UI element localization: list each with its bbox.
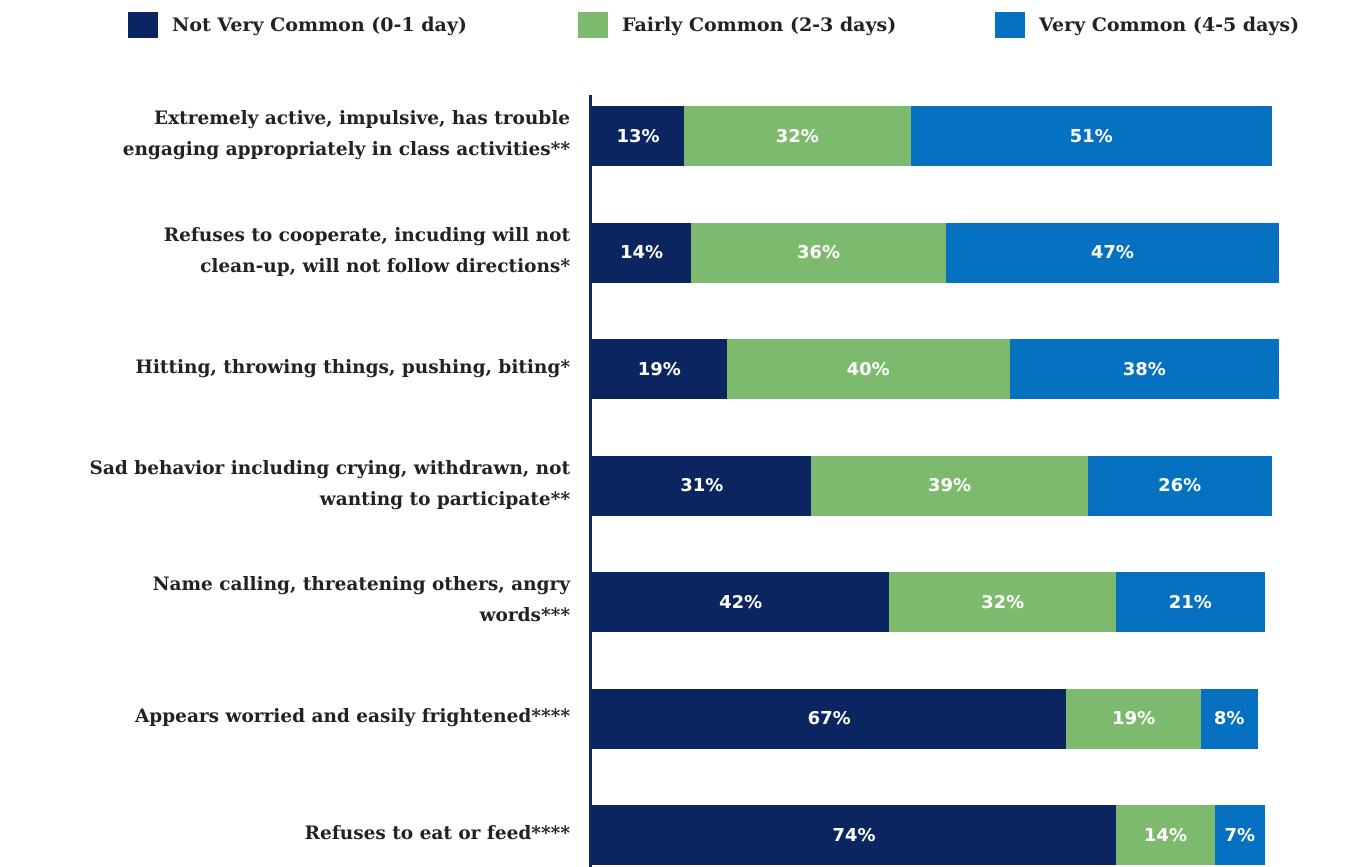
bar-segment: 51% [910, 106, 1272, 166]
bar-segment: 21% [1115, 572, 1265, 632]
bar-segment: 19% [1066, 688, 1201, 749]
bar-segment: 36% [691, 222, 946, 283]
legend-item: Very Common (4-5 days) [995, 12, 1299, 38]
bar-segment: 26% [1087, 455, 1272, 516]
value-label: 7% [1224, 824, 1256, 846]
value-label: 36% [797, 242, 841, 263]
category-line: Sad behavior including crying, withdrawn… [89, 457, 570, 479]
bar-segment: 42% [592, 572, 890, 632]
bar-segment: 39% [811, 455, 1088, 516]
category-line: Appears worried and easily frightened***… [134, 706, 570, 727]
legend-swatch [128, 12, 158, 38]
value-label: 19% [1112, 708, 1156, 729]
category-line: Refuses to cooperate, incuding will not [163, 224, 570, 246]
category-label: Appears worried and easily frightened***… [0, 701, 570, 732]
value-label: 39% [927, 475, 972, 496]
category-line: clean-up, will not follow directions* [200, 255, 570, 277]
legend-label: Fairly Common (2-3 days) [622, 14, 897, 36]
legend-item: Fairly Common (2-3 days) [578, 12, 896, 38]
category-line: words*** [479, 605, 570, 626]
category-line: engaging appropriately in class activiti… [122, 139, 570, 160]
bar-segment: 14% [1115, 805, 1216, 865]
value-label: 31% [680, 475, 724, 496]
category-label: Hitting, throwing things, pushing, bitin… [0, 352, 570, 383]
bar-segment: 19% [592, 339, 727, 399]
value-label: 74% [832, 824, 876, 846]
category-label: Refuses to eat or feed**** [0, 818, 570, 849]
bar-segment: 13% [592, 106, 685, 166]
category-label: Extremely active, impulsive, has trouble… [0, 103, 570, 165]
legend-swatch [995, 12, 1025, 38]
legend-swatch [578, 12, 608, 38]
bar-segment: 38% [1009, 339, 1279, 399]
value-label: 47% [1090, 242, 1134, 263]
value-label: 32% [775, 125, 819, 147]
value-label: 38% [1122, 358, 1166, 380]
bar-segment: 8% [1200, 688, 1258, 749]
value-label: 14% [620, 242, 664, 263]
legend-label: Not Very Common (0-1 day) [172, 14, 467, 36]
value-label: 40% [846, 358, 890, 380]
value-label: 67% [807, 708, 851, 729]
bar-segment: 7% [1215, 805, 1265, 865]
bar-segment: 67% [592, 688, 1067, 749]
value-label: 21% [1168, 591, 1212, 613]
bar-segment: 31% [592, 455, 812, 516]
bar-segment: 47% [946, 222, 1279, 283]
bar-segment: 32% [889, 572, 1116, 632]
value-label: 13% [616, 125, 660, 147]
value-label: 32% [981, 591, 1025, 613]
bar-segment: 74% [592, 805, 1116, 865]
category-line: wanting to participate** [319, 488, 570, 510]
category-line: Refuses to eat or feed**** [304, 822, 570, 844]
bar-segment: 14% [592, 222, 692, 283]
category-line: Hitting, throwing things, pushing, bitin… [135, 356, 570, 378]
value-label: 8% [1213, 708, 1245, 729]
category-line: Extremely active, impulsive, has trouble [154, 108, 570, 129]
value-label: 42% [719, 591, 763, 613]
legend-label: Very Common (4-5 days) [1039, 14, 1300, 36]
value-label: 14% [1143, 824, 1187, 846]
bar-segment: 40% [726, 339, 1010, 399]
value-label: 19% [637, 358, 681, 380]
value-label: 26% [1158, 475, 1202, 496]
category-label: Refuses to cooperate, incuding will not c… [0, 220, 570, 282]
axis-line [589, 95, 592, 867]
category-label: Sad behavior including crying, withdrawn… [0, 453, 570, 515]
category-line: Name calling, threatening others, angry [152, 574, 570, 595]
category-label: Name calling, threatening others, angry w… [0, 569, 570, 631]
bar-segment: 32% [684, 106, 911, 166]
value-label: 51% [1069, 125, 1113, 147]
legend-item: Not Very Common (0-1 day) [128, 12, 467, 38]
